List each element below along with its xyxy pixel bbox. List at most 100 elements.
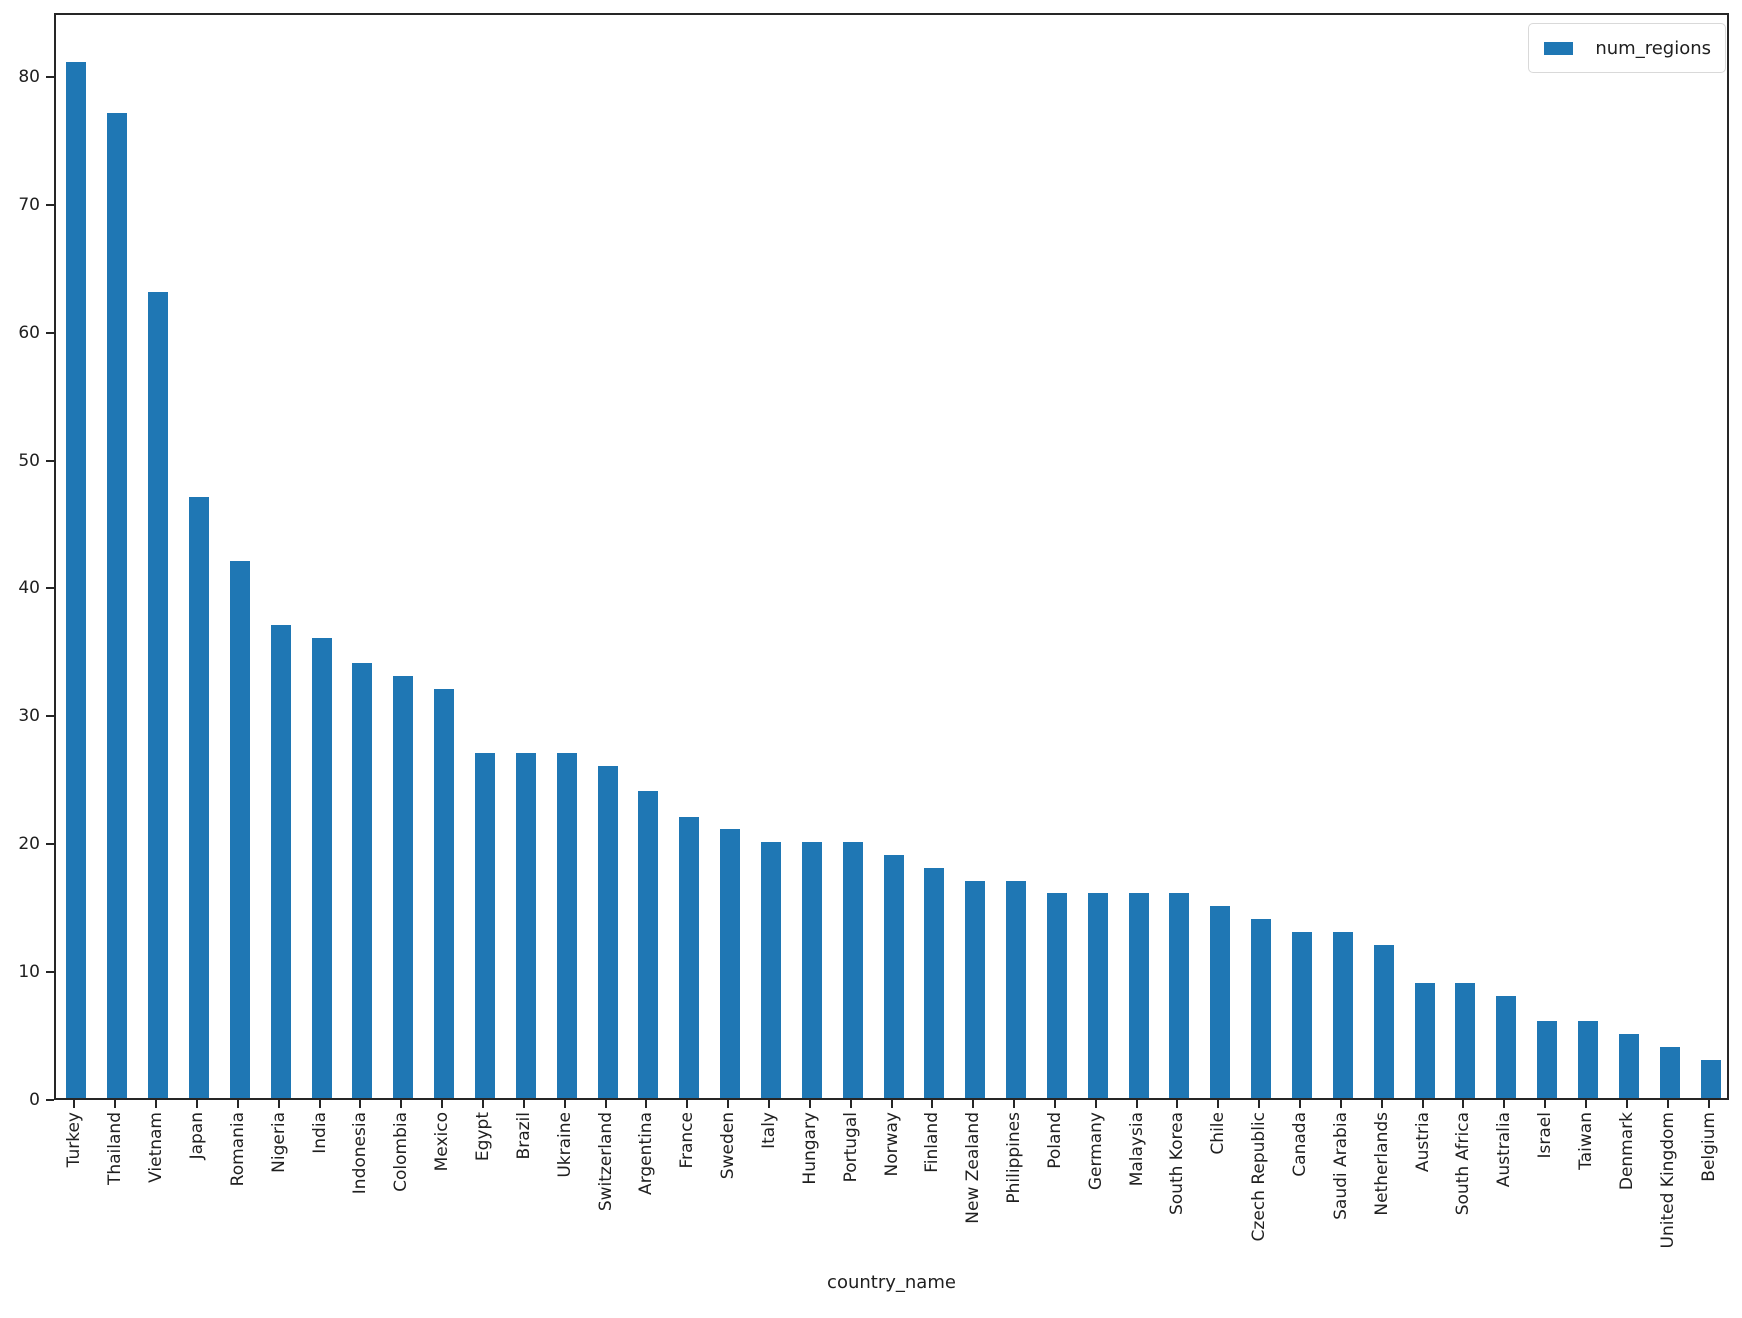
x-tick-mark [849, 1100, 852, 1108]
y-tick-mark [46, 459, 54, 462]
x-tick-label-romania: Romania [227, 1112, 248, 1187]
x-tick-mark [400, 1100, 403, 1108]
bar-germany [1087, 893, 1108, 1098]
bar-norway [883, 855, 904, 1098]
y-tick-label: 50 [18, 450, 40, 471]
plot-area [54, 13, 1729, 1100]
legend-series-label: num_regions [1595, 37, 1711, 59]
x-tick-mark [767, 1100, 770, 1108]
bar-turkey [66, 62, 87, 1098]
x-tick-label-indonesia: Indonesia [350, 1112, 371, 1195]
x-tick-mark [1094, 1100, 1097, 1108]
y-tick-mark [46, 715, 54, 718]
x-tick-label-norway: Norway [881, 1112, 902, 1177]
legend-color-swatch [1544, 41, 1574, 55]
bar-nigeria [270, 624, 291, 1098]
x-tick-mark [522, 1100, 525, 1108]
bar-czech-republic [1251, 918, 1272, 1098]
bar-chile [1210, 906, 1231, 1098]
bar-japan [188, 496, 209, 1098]
x-tick-label-austria: Austria [1412, 1112, 1433, 1173]
x-tick-label-thailand: Thailand [105, 1112, 126, 1186]
x-tick-mark [114, 1100, 117, 1108]
x-tick-mark [1544, 1100, 1547, 1108]
bar-south-africa [1455, 982, 1476, 1098]
y-tick-label: 70 [18, 194, 40, 215]
x-tick-mark [1625, 1100, 1628, 1108]
x-tick-label-united-kingdom: United Kingdom [1657, 1112, 1678, 1249]
x-tick-label-south-africa: South Africa [1453, 1112, 1474, 1216]
bar-portugal [842, 842, 863, 1098]
x-tick-mark [972, 1100, 975, 1108]
bar-ukraine [556, 752, 577, 1098]
x-tick-mark [1258, 1100, 1261, 1108]
x-tick-label-australia: Australia [1494, 1112, 1515, 1188]
x-tick-mark [727, 1100, 730, 1108]
x-tick-label-italy: Italy [758, 1112, 779, 1149]
x-tick-mark [1339, 1100, 1342, 1108]
x-tick-label-portugal: Portugal [840, 1112, 861, 1183]
y-tick-mark [46, 971, 54, 974]
x-tick-mark [890, 1100, 893, 1108]
x-tick-label-south-korea: South Korea [1167, 1112, 1188, 1216]
x-tick-label-malaysia: Malaysia [1126, 1112, 1147, 1187]
x-tick-label-poland: Poland [1044, 1112, 1065, 1169]
bar-colombia [393, 676, 414, 1098]
bar-saudi-arabia [1332, 931, 1353, 1098]
x-tick-label-japan: Japan [186, 1112, 207, 1160]
y-tick-mark [46, 75, 54, 78]
x-tick-label-philippines: Philippines [1004, 1112, 1025, 1204]
y-tick-mark [46, 587, 54, 590]
x-tick-mark [441, 1100, 444, 1108]
x-tick-mark [277, 1100, 280, 1108]
x-tick-label-france: France [677, 1112, 698, 1169]
bar-india [311, 637, 332, 1098]
x-tick-label-brazil: Brazil [513, 1112, 534, 1160]
y-tick-label: 20 [18, 834, 40, 855]
bar-romania [229, 560, 250, 1098]
x-tick-label-argentina: Argentina [636, 1112, 657, 1195]
bar-thailand [107, 113, 128, 1098]
x-tick-label-mexico: Mexico [432, 1112, 453, 1172]
x-tick-label-belgium: Belgium [1698, 1112, 1719, 1182]
x-tick-label-israel: Israel [1535, 1112, 1556, 1159]
bar-finland [924, 867, 945, 1098]
bar-malaysia [1128, 893, 1149, 1098]
bar-switzerland [597, 765, 618, 1098]
x-tick-mark [604, 1100, 607, 1108]
y-tick-mark [46, 331, 54, 334]
bar-south-korea [1169, 893, 1190, 1098]
x-tick-label-new-zealand: New Zealand [963, 1112, 984, 1224]
x-tick-mark [1217, 1100, 1220, 1108]
x-tick-label-vietnam: Vietnam [146, 1112, 167, 1183]
bar-indonesia [352, 663, 373, 1098]
bar-austria [1414, 982, 1435, 1098]
x-tick-mark [686, 1100, 689, 1108]
bar-hungary [801, 842, 822, 1098]
y-tick-label: 80 [18, 66, 40, 87]
bar-egypt [474, 752, 495, 1098]
x-tick-label-ukraine: Ukraine [554, 1112, 575, 1178]
x-tick-label-india: India [309, 1112, 330, 1154]
x-tick-label-saudi-arabia: Saudi Arabia [1330, 1112, 1351, 1220]
x-tick-mark [1666, 1100, 1669, 1108]
y-tick-label: 40 [18, 578, 40, 599]
bar-belgium [1700, 1059, 1721, 1098]
x-tick-label-chile: Chile [1208, 1112, 1229, 1155]
x-tick-label-egypt: Egypt [472, 1112, 493, 1162]
x-tick-mark [155, 1100, 158, 1108]
x-tick-mark [1053, 1100, 1056, 1108]
y-tick-label: 30 [18, 706, 40, 727]
y-tick-label: 60 [18, 322, 40, 343]
bar-australia [1496, 995, 1517, 1098]
x-tick-mark [1707, 1100, 1710, 1108]
x-tick-mark [195, 1100, 198, 1108]
x-tick-mark [1503, 1100, 1506, 1108]
y-tick-mark [46, 843, 54, 846]
x-tick-label-denmark: Denmark [1616, 1112, 1637, 1191]
x-tick-label-turkey: Turkey [64, 1112, 85, 1168]
x-tick-label-taiwan: Taiwan [1576, 1112, 1596, 1170]
y-tick-mark [46, 203, 54, 206]
x-tick-label-finland: Finland [922, 1112, 943, 1173]
